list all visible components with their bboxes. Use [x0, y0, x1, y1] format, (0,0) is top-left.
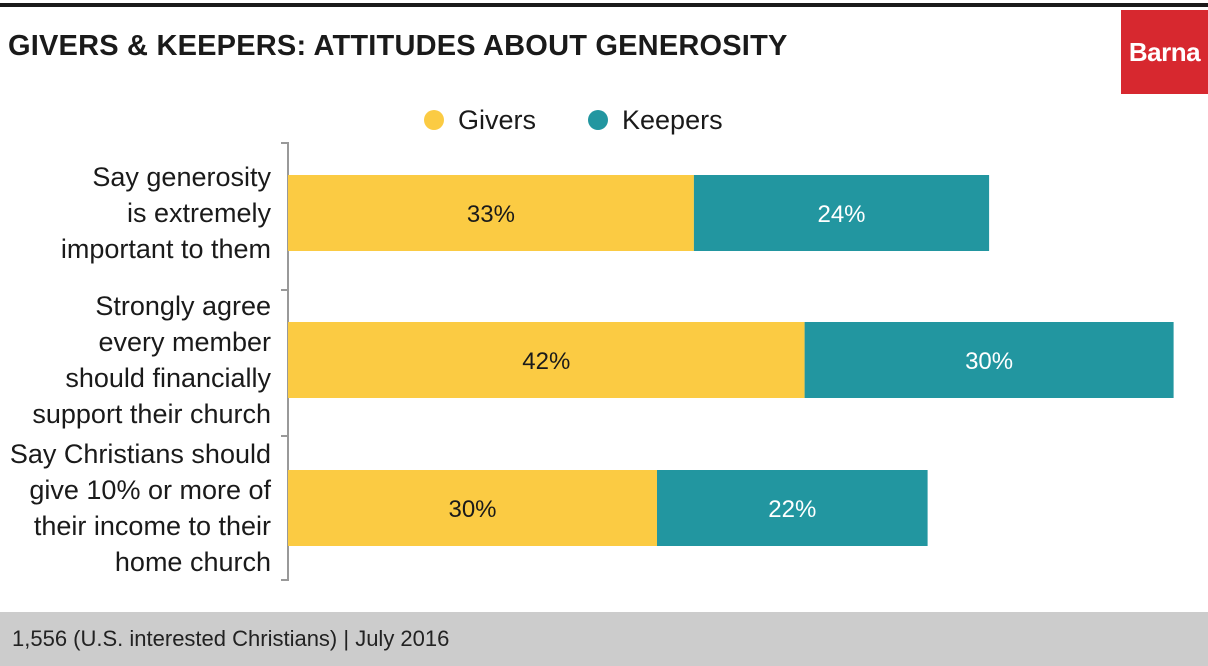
top-rule: [0, 3, 1208, 7]
footer: 1,556 (U.S. interested Christians) | Jul…: [0, 612, 1208, 666]
category-label-3-line-1: Say Christians should: [10, 439, 271, 469]
barna-logo: Barna: [1121, 10, 1208, 94]
legend-item-givers: Givers: [424, 105, 536, 136]
legend-item-keepers: Keepers: [588, 105, 723, 136]
legend: Givers Keepers: [424, 103, 775, 137]
bar-chart: 33% 24% Say generosity is extremely importan…: [10, 142, 1174, 581]
data-label-givers-1: 33%: [467, 201, 515, 228]
category-label-2-line-2: every member: [98, 327, 271, 357]
legend-label-givers: Givers: [458, 104, 537, 135]
bar-givers-1: [288, 175, 694, 251]
category-label-2-line-3: should financially: [65, 363, 271, 393]
category-label-3-line-4: home church: [115, 547, 271, 577]
data-label-keepers-3: 22%: [768, 496, 816, 523]
bar-keepers-1: [693, 175, 990, 251]
bar-givers-2: [288, 322, 805, 398]
bar-keepers-3: [657, 470, 928, 546]
category-label-1-line-1: Say generosity: [92, 162, 271, 192]
category-label-3-line-2: give 10% or more of: [29, 475, 271, 505]
category-label-2-line-4: support their church: [32, 399, 271, 429]
category-label-1-line-3: important to them: [61, 234, 271, 264]
legend-label-keepers: Keepers: [622, 104, 723, 135]
bar-keepers-2: [804, 322, 1174, 398]
data-label-keepers-2: 30%: [965, 348, 1013, 375]
footer-source: 1,556 (U.S. interested Christians) | Jul…: [12, 626, 450, 651]
givers-dot-icon: [424, 110, 444, 130]
keepers-dot-icon: [588, 110, 609, 130]
category-axis: [281, 142, 289, 581]
category-label-3-line-3: their income to their: [34, 511, 271, 541]
chart-title: GIVERS & KEEPERS: ATTITUDES ABOUT GENERO…: [8, 30, 788, 62]
data-label-keepers-1: 24%: [817, 201, 865, 228]
data-label-givers-3: 30%: [448, 496, 496, 523]
category-label-2-line-1: Strongly agree: [95, 291, 271, 321]
bar-givers-3: [288, 470, 657, 546]
category-label-1-line-2: is extremely: [127, 198, 272, 228]
data-label-givers-2: 42%: [522, 348, 570, 375]
